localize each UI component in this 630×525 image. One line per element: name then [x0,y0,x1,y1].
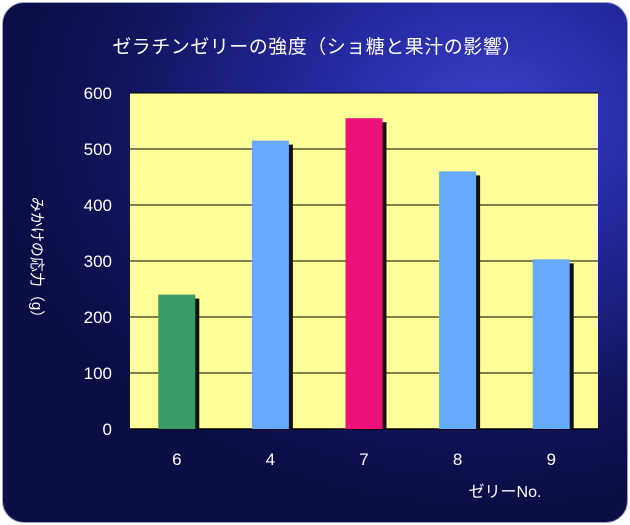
y-tick-labels: 0 100 200 300 400 500 600 [84,84,112,439]
x-tick-label: 6 [172,450,181,469]
bar-7 [345,118,383,429]
x-axis-label: ゼリーNo. [469,483,542,501]
y-tick-label: 0 [103,420,112,439]
y-tick-label: 200 [84,308,112,327]
y-tick-label: 600 [84,84,112,103]
y-tick-label: 500 [84,140,112,159]
y-tick-label: 100 [84,364,112,383]
chart-canvas: ゼラチンゼリーの強度（ショ糖と果汁の影響） 010020030040050060… [28,36,598,501]
bar-6 [158,294,196,429]
x-tick-labels: 6 4 7 8 9 [172,450,556,469]
bar-9 [532,259,570,429]
x-tick-label: 7 [359,450,368,469]
y-tick-label: 400 [84,196,112,215]
x-tick-label: 4 [266,450,275,469]
bar-4 [251,140,289,429]
x-tick-label: 8 [453,450,462,469]
x-tick-label: 9 [546,450,555,469]
y-axis-label: みかけの応力（g） [28,197,45,325]
bar-8 [439,171,477,429]
chart-title: ゼラチンゼリーの強度（ショ糖と果汁の影響） [112,36,522,58]
y-tick-label: 300 [84,252,112,271]
bars [158,118,574,429]
